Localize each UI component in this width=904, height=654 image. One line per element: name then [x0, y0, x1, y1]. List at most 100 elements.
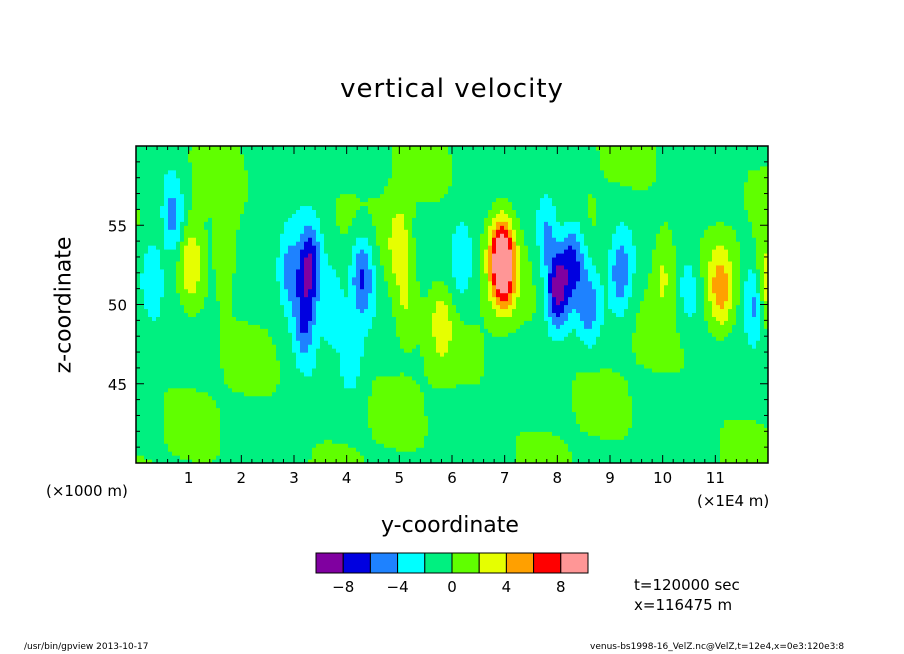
contour-cell	[184, 268, 189, 274]
contour-cell	[264, 403, 269, 409]
contour-cell	[372, 217, 377, 222]
contour-cell	[152, 316, 157, 321]
contour-cell	[240, 165, 245, 171]
contour-cell	[244, 161, 249, 167]
contour-cell	[232, 217, 237, 222]
contour-cell	[336, 276, 341, 282]
contour-cell	[148, 300, 153, 306]
contour-cell	[380, 312, 385, 317]
contour-cell	[260, 443, 265, 448]
contour-cell	[308, 233, 313, 238]
contour-cell	[168, 209, 173, 214]
contour-cell	[328, 225, 333, 230]
contour-cell	[332, 213, 337, 218]
contour-cell	[228, 387, 233, 393]
contour-cell	[140, 146, 145, 151]
contour-cell	[240, 245, 245, 250]
contour-cell	[188, 181, 193, 187]
contour-cell	[208, 324, 213, 329]
contour-cell	[192, 399, 197, 405]
contour-cell	[160, 399, 165, 405]
contour-cell	[184, 300, 189, 306]
contour-cell	[328, 427, 333, 432]
contour-cell	[296, 225, 301, 230]
contour-cell	[264, 185, 269, 191]
contour-cell	[328, 260, 333, 266]
contour-cell	[240, 225, 245, 230]
contour-cell	[368, 387, 373, 393]
contour-cell	[224, 312, 229, 317]
contour-cell	[232, 300, 237, 306]
contour-cell	[320, 336, 325, 341]
contour-cell	[308, 320, 313, 325]
contour-cell	[376, 245, 381, 250]
contour-cell	[336, 336, 341, 341]
contour-cell	[204, 276, 209, 282]
contour-cell	[244, 252, 249, 258]
contour-cell	[264, 249, 269, 254]
contour-cell	[252, 225, 257, 230]
contour-cell	[324, 316, 329, 321]
contour-cell	[164, 431, 169, 436]
contour-cell	[356, 415, 361, 421]
contour-cell	[336, 367, 341, 373]
contour-cell	[256, 296, 261, 302]
contour-cell	[372, 146, 377, 151]
contour-cell	[308, 395, 313, 401]
contour-cell	[152, 272, 157, 278]
contour-cell	[268, 383, 273, 389]
contour-cell	[228, 249, 233, 254]
contour-cell	[272, 407, 277, 413]
contour-cell	[136, 431, 141, 436]
contour-cell	[184, 407, 189, 413]
contour-cell	[140, 387, 145, 393]
contour-cell	[284, 451, 289, 456]
contour-cell	[284, 300, 289, 306]
contour-cell	[316, 375, 321, 381]
contour-cell	[196, 435, 201, 440]
contour-cell	[352, 245, 357, 250]
contour-cell	[312, 427, 317, 432]
contour-cell	[356, 213, 361, 218]
contour-cell	[292, 352, 297, 357]
contour-cell	[284, 371, 289, 377]
contour-cell	[324, 264, 329, 270]
contour-cell	[216, 241, 221, 246]
contour-cell	[204, 197, 209, 203]
contour-cell	[280, 375, 285, 381]
contour-cell	[364, 359, 369, 365]
contour-cell	[356, 348, 361, 353]
contour-cell	[324, 153, 329, 159]
contour-cell	[276, 304, 281, 310]
contour-cell	[320, 229, 325, 234]
contour-cell	[324, 225, 329, 230]
contour-cell	[208, 177, 213, 183]
contour-cell	[288, 399, 293, 405]
contour-cell	[160, 363, 165, 369]
contour-cell	[200, 332, 205, 337]
contour-cell	[264, 324, 269, 329]
contour-cell	[304, 316, 309, 321]
contour-cell	[272, 149, 277, 155]
contour-cell	[324, 149, 329, 155]
contour-cell	[144, 272, 149, 278]
contour-cell	[368, 348, 373, 353]
contour-cell	[324, 308, 329, 314]
contour-cell	[232, 284, 237, 290]
contour-cell	[216, 308, 221, 314]
contour-cell	[324, 169, 329, 175]
contour-cell	[284, 320, 289, 325]
contour-cell	[168, 352, 173, 357]
contour-cell	[300, 320, 305, 325]
contour-cell	[208, 356, 213, 361]
contour-cell	[352, 237, 357, 242]
contour-cell	[328, 169, 333, 175]
contour-cell	[376, 169, 381, 175]
contour-cell	[280, 336, 285, 341]
contour-cell	[212, 181, 217, 187]
contour-cell	[172, 157, 177, 163]
contour-cell	[384, 344, 389, 349]
contour-cell	[216, 300, 221, 306]
contour-cell	[200, 276, 205, 282]
contour-cell	[156, 391, 161, 397]
